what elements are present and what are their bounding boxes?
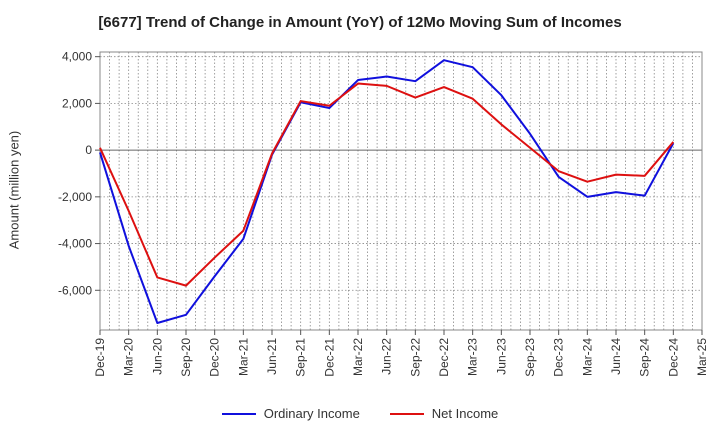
x-tick-label: Jun-21: [265, 338, 279, 375]
x-tick-label: Sep-23: [523, 338, 537, 377]
x-tick-label: Sep-20: [179, 338, 193, 377]
series-line-ordinary-income: [99, 59, 675, 324]
legend: Ordinary Income Net Income: [0, 406, 720, 421]
y-tick-label: 4,000: [62, 50, 92, 64]
x-tick-label: Jun-22: [380, 338, 394, 375]
x-tick-label: Mar-20: [122, 338, 136, 376]
x-tick-label: Jun-24: [609, 338, 623, 375]
series-line-net-income: [99, 82, 675, 287]
x-tick-label: Dec-24: [666, 338, 680, 377]
plot-border: [99, 51, 703, 331]
x-tick-label: Jun-23: [494, 338, 508, 375]
x-tick-label: Mar-22: [351, 338, 365, 376]
y-tick-label: -6,000: [58, 283, 92, 297]
legend-item-net-income: Net Income: [389, 406, 499, 421]
x-tick-label: Dec-23: [552, 338, 566, 377]
legend-swatch-ordinary-income: [221, 412, 256, 415]
legend-label-net-income: Net Income: [431, 406, 499, 421]
x-tick-label: Jun-20: [150, 338, 164, 375]
legend-label-ordinary-income: Ordinary Income: [263, 406, 360, 421]
x-tick-label: Mar-24: [580, 338, 594, 376]
legend-swatch-net-income: [389, 412, 424, 415]
y-tick-label: -2,000: [58, 190, 92, 204]
x-tick-label: Dec-21: [322, 338, 336, 377]
x-tick-label: Mar-25: [695, 338, 709, 376]
x-tick-label: Sep-22: [408, 338, 422, 377]
legend-item-ordinary-income: Ordinary Income: [221, 406, 360, 421]
x-tick-label: Sep-24: [638, 338, 652, 377]
x-tick-label: Dec-20: [208, 338, 222, 377]
x-tick-label: Dec-19: [93, 338, 107, 377]
x-tick-label: Dec-22: [437, 338, 451, 377]
y-tick-label: 0: [85, 143, 92, 157]
x-tick-label: Mar-23: [466, 338, 480, 376]
y-tick-label: 2,000: [62, 96, 92, 110]
y-tick-label: -4,000: [58, 237, 92, 251]
x-tick-label: Sep-21: [294, 338, 308, 377]
x-tick-label: Mar-21: [236, 338, 250, 376]
chart-title: [6677] Trend of Change in Amount (YoY) o…: [98, 14, 622, 31]
